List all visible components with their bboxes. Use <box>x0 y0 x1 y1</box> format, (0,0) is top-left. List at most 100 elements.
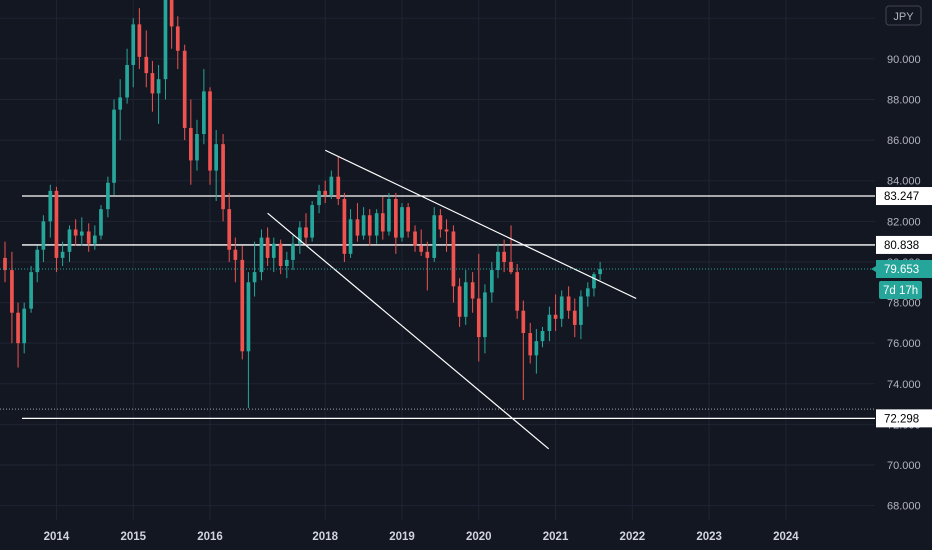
candle-body <box>400 207 404 238</box>
candle-body <box>188 127 193 161</box>
candle-body <box>592 274 596 289</box>
candle-body <box>112 109 116 183</box>
level-price-tag-text: 72.298 <box>884 413 919 425</box>
price-tick-label: 82.000 <box>887 216 921 228</box>
candle-body <box>240 259 245 352</box>
candle-body <box>566 296 571 311</box>
current-price-text: 79.653 <box>884 264 919 276</box>
trendline <box>324 149 637 300</box>
candle-body <box>16 312 20 344</box>
price-tick-label: 78.000 <box>887 298 921 310</box>
candle-body <box>106 182 110 210</box>
current-price-tag <box>876 260 932 279</box>
candle-body <box>175 26 180 51</box>
candle-body <box>559 296 564 319</box>
candle-body <box>534 341 539 356</box>
candle-body <box>54 190 59 258</box>
price-tick-label: 84.000 <box>887 176 921 188</box>
candle-body <box>202 91 206 135</box>
candle-body <box>463 282 468 317</box>
candle-body <box>515 272 520 311</box>
currency-badge[interactable]: JPY <box>885 5 922 26</box>
candle-body <box>150 73 155 94</box>
candle-body <box>92 235 97 244</box>
candle-body <box>221 144 225 210</box>
price-axis-labels: 83.247 80.838 72.298 79.653 7d 17h <box>871 187 932 428</box>
candle-body <box>553 314 558 319</box>
time-axis-ticks: 2014 2015 2016 2018 2019 2020 2021 2022 2023 2024 <box>44 531 800 543</box>
time-tick-label: 2021 <box>543 531 569 543</box>
candle-body <box>483 292 487 338</box>
price-tick-label: 86.000 <box>887 135 921 147</box>
candle-body <box>291 243 295 260</box>
candle-body <box>585 288 590 297</box>
candle-body <box>451 231 456 287</box>
candle-body <box>125 64 129 98</box>
candle-body <box>496 251 500 271</box>
candle-body <box>99 209 103 236</box>
price-tick-label: 90.000 <box>887 54 921 66</box>
candle-body <box>163 0 168 80</box>
candle-body <box>432 215 437 258</box>
candle-body <box>413 231 417 246</box>
candle-body <box>208 91 212 171</box>
candle-body <box>361 215 366 236</box>
candle-body <box>323 190 328 195</box>
candle-body <box>169 0 174 27</box>
candle-body <box>67 229 72 252</box>
time-tick-label: 2014 <box>44 531 70 543</box>
candle-body <box>35 249 40 273</box>
candle-body <box>476 298 481 338</box>
candle-body <box>528 333 533 356</box>
candle-body <box>380 213 385 232</box>
time-tick-label: 2018 <box>312 531 338 543</box>
candle-body <box>10 270 14 313</box>
candle-body <box>278 243 283 267</box>
candle-body <box>3 257 7 271</box>
time-tick-label: 2024 <box>773 531 799 543</box>
candle-body <box>342 199 347 254</box>
candle-body <box>195 134 199 161</box>
candle-body <box>355 219 360 236</box>
trendline <box>267 212 550 450</box>
price-tick-label: 74.000 <box>887 379 921 391</box>
candle-body <box>387 199 391 232</box>
candle-body <box>265 237 270 258</box>
candle-body <box>394 199 398 238</box>
candle-body <box>137 24 142 57</box>
candle-body <box>406 207 410 232</box>
candle-body <box>470 282 475 299</box>
candle-body <box>29 272 33 309</box>
candle-body <box>367 215 372 236</box>
candle-body <box>86 231 91 244</box>
candle-body <box>131 24 136 65</box>
candle-body <box>298 227 302 244</box>
time-tick-label: 2019 <box>389 531 415 543</box>
candle-body <box>271 243 276 258</box>
candle-body <box>22 308 27 344</box>
candle-body <box>252 272 257 283</box>
candle-body <box>48 190 53 222</box>
price-tick-label: 68.000 <box>887 501 921 513</box>
time-tick-label: 2016 <box>197 531 223 543</box>
candle-body <box>310 205 314 238</box>
level-price-tag-text: 80.838 <box>884 240 919 252</box>
candle-body <box>572 310 577 325</box>
candle-body <box>547 314 552 331</box>
candle-body <box>182 50 187 128</box>
candle-body <box>509 261 513 273</box>
candle-body <box>284 259 289 267</box>
candle-body <box>521 310 526 334</box>
time-tick-label: 2015 <box>120 531 146 543</box>
trendlines <box>267 149 637 450</box>
level-price-tag <box>876 235 932 254</box>
candle-body <box>227 209 232 250</box>
price-tick-label: 70.000 <box>887 460 921 472</box>
candle-body <box>374 213 379 236</box>
price-axis-background <box>875 0 932 520</box>
time-tick-label: 2020 <box>466 531 492 543</box>
candle-body <box>579 296 583 325</box>
candle-body <box>317 190 321 206</box>
candle-body <box>156 79 161 94</box>
